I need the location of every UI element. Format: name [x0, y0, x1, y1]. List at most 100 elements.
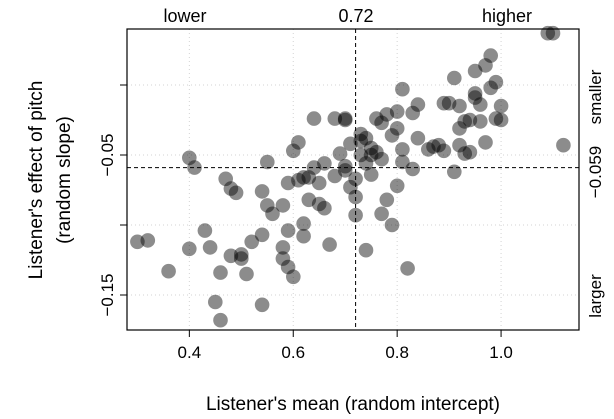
x-tick-label-2: 0.8	[385, 343, 409, 362]
data-point-30	[280, 259, 296, 275]
data-point-73	[379, 107, 395, 122]
data-point-95	[447, 164, 462, 180]
data-point-47	[327, 168, 343, 184]
data-point-88	[421, 142, 436, 157]
right-label-larger: larger	[586, 274, 605, 318]
x-tick-label-3: 1.0	[489, 343, 513, 362]
data-point-109	[478, 135, 493, 150]
data-point-65	[363, 140, 379, 156]
data-point-43	[311, 196, 327, 212]
data-point-54	[343, 179, 358, 195]
data-point-57	[348, 207, 363, 223]
data-point-97	[452, 121, 467, 136]
data-point-11	[218, 171, 233, 187]
data-point-6	[197, 223, 213, 238]
data-point-101	[462, 112, 478, 128]
data-point-105	[467, 86, 483, 101]
data-point-45	[317, 156, 332, 171]
data-point-74	[379, 192, 395, 208]
data-point-34	[291, 172, 306, 188]
x-tick-label-1: 0.6	[281, 343, 305, 362]
data-point-35	[296, 170, 311, 185]
grid-lines	[127, 29, 579, 330]
data-point-63	[358, 242, 374, 258]
data-point-103	[467, 90, 483, 105]
data-point-24	[265, 206, 280, 222]
data-point-46	[322, 237, 337, 252]
plot-frame	[126, 28, 580, 331]
data-point-78	[389, 178, 405, 194]
data-point-108	[478, 58, 493, 73]
data-point-60	[353, 147, 369, 163]
data-point-112	[488, 111, 504, 126]
data-point-10	[213, 265, 228, 280]
data-point-8	[208, 294, 223, 310]
data-point-49	[332, 146, 348, 161]
y-axis-subtitle: (random slope)	[54, 116, 75, 244]
data-point-39	[301, 192, 317, 208]
data-point-37	[296, 228, 311, 244]
data-point-80	[395, 142, 410, 157]
data-point-0	[130, 234, 145, 250]
data-point-94	[447, 70, 462, 86]
data-point-5	[182, 241, 197, 257]
data-point-17	[239, 266, 254, 282]
data-point-113	[488, 74, 504, 90]
vline-value-label: 0.72	[338, 6, 373, 26]
hline-value-label: −0.059	[586, 146, 605, 198]
data-point-26	[275, 251, 291, 266]
data-point-13	[223, 248, 239, 264]
data-point-25	[275, 240, 291, 255]
data-point-61	[353, 133, 369, 149]
data-point-50	[337, 111, 353, 126]
data-point-68	[369, 111, 384, 126]
data-point-56	[348, 189, 363, 205]
data-point-72	[374, 151, 389, 167]
data-point-15	[234, 247, 249, 262]
data-point-59	[353, 126, 369, 142]
data-point-70	[374, 115, 389, 131]
data-point-96	[452, 137, 467, 153]
axes: 0.4 0.6 0.8 1.0 −0.15 −0.05	[98, 84, 513, 362]
data-point-81	[395, 154, 410, 170]
data-point-52	[337, 158, 353, 174]
data-point-9	[213, 312, 228, 328]
x-tick-label-0: 0.4	[178, 343, 202, 362]
data-point-111	[483, 48, 499, 63]
data-point-67	[363, 167, 379, 182]
right-label-smaller: smaller	[586, 69, 605, 124]
data-point-53	[337, 163, 353, 178]
data-point-58	[348, 171, 363, 187]
data-point-4	[187, 160, 202, 175]
data-point-106	[473, 97, 488, 112]
data-point-110	[483, 80, 499, 96]
y-tick-label-1: −0.05	[98, 133, 117, 176]
data-point-18	[244, 234, 259, 250]
y-axis-title: Listener's effect of pitch	[26, 81, 47, 280]
data-point-100	[457, 146, 473, 161]
data-point-40	[306, 111, 322, 126]
data-point-2	[161, 263, 176, 279]
data-point-75	[384, 128, 400, 143]
data-point-87	[410, 130, 426, 146]
data-point-38	[301, 170, 317, 185]
data-point-23	[260, 154, 275, 170]
data-point-48	[327, 111, 343, 126]
data-points	[130, 25, 571, 328]
data-point-69	[369, 144, 384, 160]
data-point-14	[228, 185, 244, 201]
data-point-20	[254, 297, 270, 313]
data-point-71	[374, 206, 389, 222]
data-point-118	[556, 137, 571, 153]
data-point-85	[405, 105, 421, 121]
data-point-32	[286, 269, 301, 285]
data-point-16	[234, 251, 249, 266]
data-point-31	[286, 143, 301, 159]
data-point-27	[275, 198, 291, 213]
data-point-3	[182, 150, 197, 166]
data-point-41	[306, 160, 322, 175]
data-point-84	[405, 161, 421, 177]
data-point-1	[140, 233, 156, 248]
data-point-91	[436, 143, 452, 159]
data-point-66	[363, 147, 379, 163]
